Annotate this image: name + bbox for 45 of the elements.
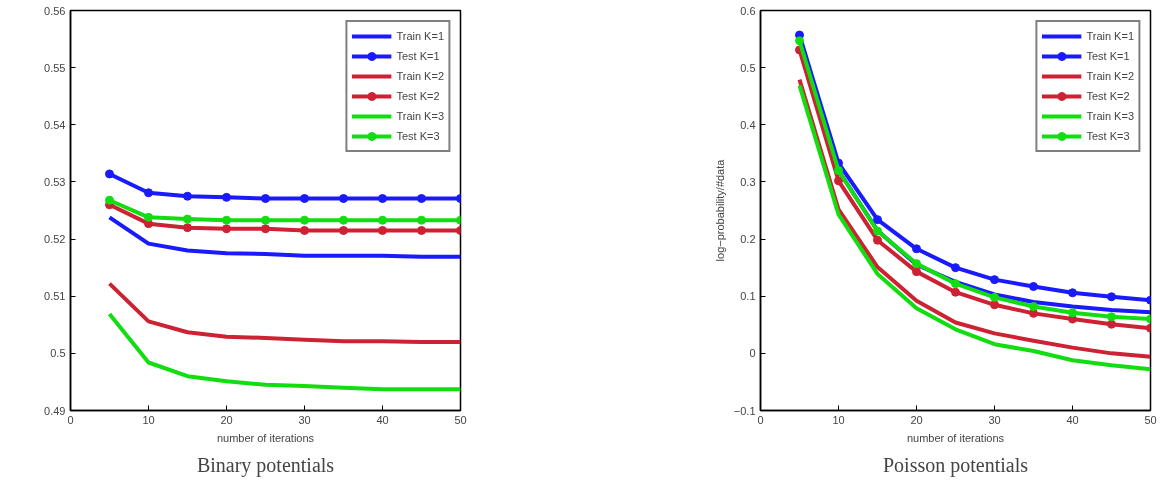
legend-label: Test K=3 bbox=[396, 129, 440, 144]
y-tick-label: 0.53 bbox=[44, 175, 66, 188]
y-tick-label: 0.54 bbox=[44, 118, 66, 131]
legend-label: Test K=2 bbox=[1086, 89, 1130, 104]
x-tick-label: 50 bbox=[454, 413, 467, 426]
x-tick-label: 10 bbox=[142, 413, 155, 426]
y-tick-label: 0.3 bbox=[740, 175, 756, 188]
y-axis-title: log−probability/#data bbox=[713, 158, 726, 262]
legend-label: Train K=2 bbox=[1086, 69, 1134, 84]
legend-label: Test K=1 bbox=[1086, 49, 1130, 64]
x-tick-label: 20 bbox=[220, 413, 233, 426]
y-tick-label: 0.56 bbox=[44, 4, 66, 17]
legend-label: Test K=3 bbox=[1086, 129, 1130, 144]
x-axis-title: number of iterations bbox=[906, 431, 1005, 444]
x-tick-label: 30 bbox=[298, 413, 311, 426]
x-tick-label: 40 bbox=[1066, 413, 1079, 426]
x-tick-label: 0 bbox=[757, 413, 764, 426]
x-axis-title: number of iterations bbox=[216, 431, 315, 444]
legend-label: Train K=2 bbox=[396, 69, 444, 84]
legend-label: Train K=3 bbox=[396, 109, 444, 124]
y-tick-label: 0.52 bbox=[44, 233, 66, 246]
y-tick-label: 0.5 bbox=[50, 347, 66, 360]
text: Binary potentials bbox=[196, 453, 335, 477]
x-tick-label: 20 bbox=[910, 413, 923, 426]
y-tick-label: 0.4 bbox=[740, 118, 756, 131]
y-tick-label: 0.55 bbox=[44, 61, 66, 74]
x-tick-label: 10 bbox=[832, 413, 845, 426]
x-tick-label: 0 bbox=[67, 413, 74, 426]
legend-label: Test K=2 bbox=[396, 89, 440, 104]
x-tick-label: 30 bbox=[988, 413, 1001, 426]
y-tick-label: 0.1 bbox=[740, 290, 756, 303]
y-tick-label: 0.6 bbox=[740, 4, 756, 17]
y-tick-label: 0 bbox=[749, 347, 756, 360]
legend-label: Train K=1 bbox=[1086, 29, 1134, 44]
text: Poisson potentials bbox=[883, 453, 1029, 477]
y-tick-label: 0.5 bbox=[740, 61, 756, 74]
legend-label: Train K=3 bbox=[1086, 109, 1134, 124]
y-tick-label: 0.49 bbox=[44, 404, 66, 417]
legend-label: Train K=1 bbox=[396, 29, 444, 44]
y-tick-label: 0.51 bbox=[44, 290, 66, 303]
y-tick-label: 0.2 bbox=[740, 233, 756, 246]
y-tick-label: −0.1 bbox=[733, 404, 756, 417]
x-tick-label: 50 bbox=[1144, 413, 1157, 426]
legend-label: Test K=1 bbox=[396, 49, 440, 64]
x-tick-label: 40 bbox=[376, 413, 389, 426]
